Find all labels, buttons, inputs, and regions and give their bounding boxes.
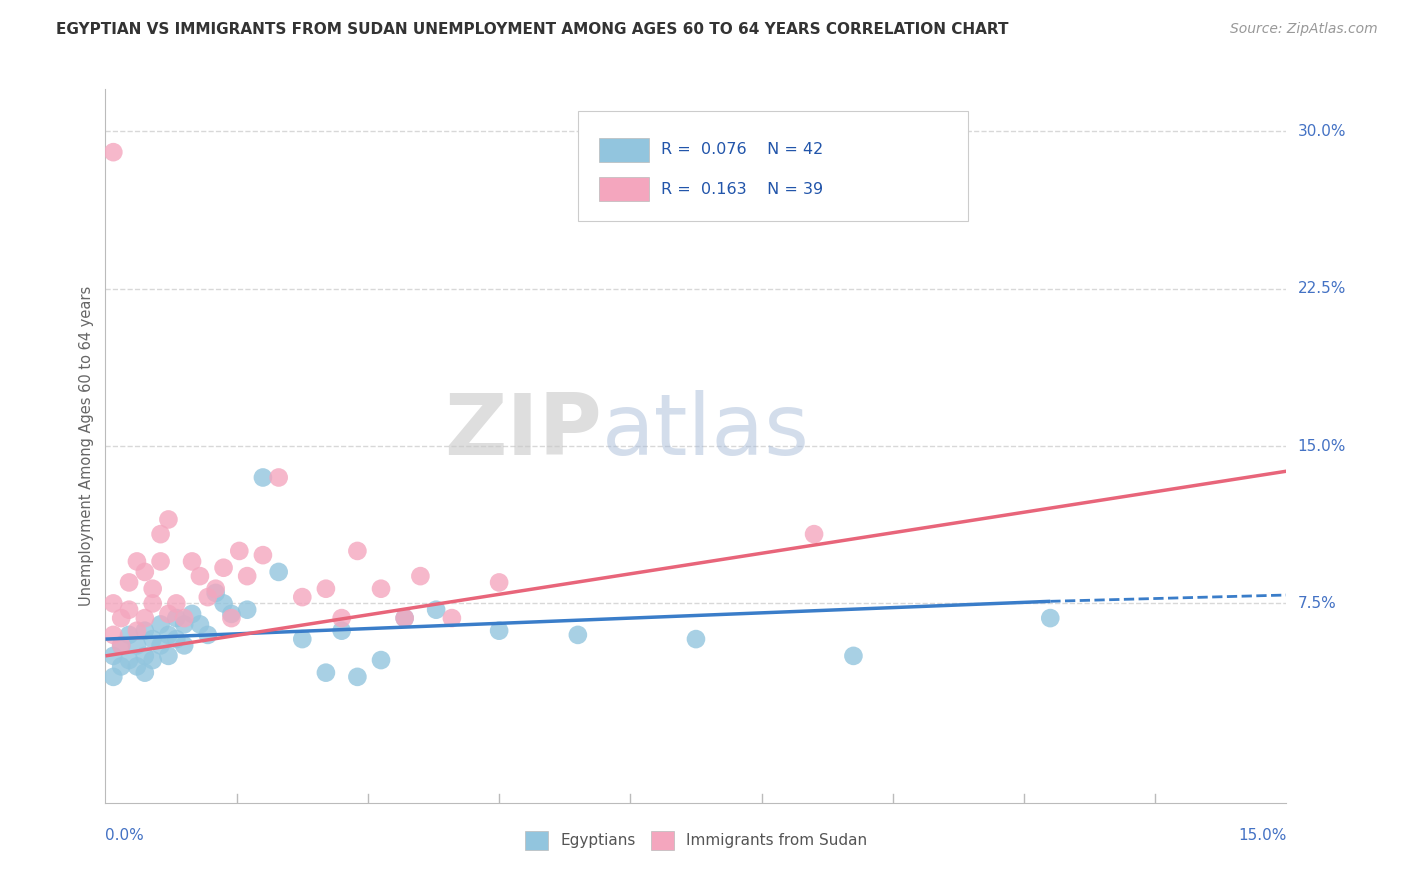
Point xyxy=(134,624,156,638)
Point xyxy=(165,596,187,610)
Point xyxy=(267,565,290,579)
Point xyxy=(110,659,132,673)
Point xyxy=(370,582,392,596)
Point xyxy=(440,611,463,625)
Point xyxy=(567,628,589,642)
Point xyxy=(204,582,226,596)
Point xyxy=(1039,611,1062,625)
Point xyxy=(125,659,148,673)
Point xyxy=(142,653,165,667)
Point xyxy=(803,527,825,541)
Point xyxy=(103,648,125,663)
Point xyxy=(315,582,337,596)
Point xyxy=(157,607,180,621)
Point xyxy=(204,586,226,600)
Text: 30.0%: 30.0% xyxy=(1298,124,1346,138)
Point xyxy=(212,596,235,610)
Text: 15.0%: 15.0% xyxy=(1239,828,1286,843)
Point xyxy=(252,470,274,484)
Text: 15.0%: 15.0% xyxy=(1298,439,1346,453)
Point xyxy=(181,607,204,621)
Point xyxy=(346,544,368,558)
Point xyxy=(125,639,148,653)
Point xyxy=(330,624,353,638)
Point xyxy=(165,611,187,625)
Point xyxy=(173,617,195,632)
Point xyxy=(165,632,187,646)
Text: Source: ZipAtlas.com: Source: ZipAtlas.com xyxy=(1230,22,1378,37)
Point xyxy=(149,617,172,632)
Point xyxy=(118,575,141,590)
Point xyxy=(181,554,204,568)
Point xyxy=(291,590,314,604)
Point xyxy=(394,611,416,625)
Point xyxy=(488,624,510,638)
Point xyxy=(134,648,156,663)
Point xyxy=(103,628,125,642)
Point xyxy=(236,603,259,617)
Point xyxy=(118,603,141,617)
Point xyxy=(149,554,172,568)
Point xyxy=(221,611,243,625)
Point xyxy=(103,145,125,160)
Point xyxy=(409,569,432,583)
Point xyxy=(110,639,132,653)
Point xyxy=(149,639,172,653)
Point xyxy=(370,653,392,667)
Point xyxy=(228,544,250,558)
Point xyxy=(149,527,172,541)
Y-axis label: Unemployment Among Ages 60 to 64 years: Unemployment Among Ages 60 to 64 years xyxy=(79,285,94,607)
Point xyxy=(267,470,290,484)
Point xyxy=(142,596,165,610)
Point xyxy=(103,596,125,610)
Point xyxy=(197,590,219,604)
Text: atlas: atlas xyxy=(602,390,810,474)
Point xyxy=(142,582,165,596)
Point xyxy=(236,569,259,583)
Text: EGYPTIAN VS IMMIGRANTS FROM SUDAN UNEMPLOYMENT AMONG AGES 60 TO 64 YEARS CORRELA: EGYPTIAN VS IMMIGRANTS FROM SUDAN UNEMPL… xyxy=(56,22,1008,37)
Text: ZIP: ZIP xyxy=(444,390,602,474)
Point xyxy=(488,575,510,590)
Point xyxy=(197,628,219,642)
Point xyxy=(110,611,132,625)
Point xyxy=(188,569,211,583)
Point xyxy=(221,607,243,621)
Point xyxy=(173,639,195,653)
Point xyxy=(291,632,314,646)
Point xyxy=(110,639,132,653)
Point xyxy=(157,512,180,526)
Point xyxy=(118,628,141,642)
Point xyxy=(157,648,180,663)
Text: 0.0%: 0.0% xyxy=(105,828,145,843)
Point xyxy=(252,548,274,562)
Point xyxy=(103,670,125,684)
Point xyxy=(134,565,156,579)
Point xyxy=(134,611,156,625)
Legend: Egyptians, Immigrants from Sudan: Egyptians, Immigrants from Sudan xyxy=(519,825,873,855)
Point xyxy=(125,554,148,568)
Point xyxy=(157,628,180,642)
Point xyxy=(118,653,141,667)
Point xyxy=(842,648,865,663)
Point xyxy=(173,611,195,625)
Point xyxy=(685,632,707,646)
Point xyxy=(188,617,211,632)
Point xyxy=(212,560,235,574)
Text: 22.5%: 22.5% xyxy=(1298,281,1346,296)
Point xyxy=(134,665,156,680)
Text: R =  0.163    N = 39: R = 0.163 N = 39 xyxy=(661,182,823,196)
FancyBboxPatch shape xyxy=(599,177,648,202)
Point xyxy=(394,611,416,625)
Point xyxy=(330,611,353,625)
Text: R =  0.076    N = 42: R = 0.076 N = 42 xyxy=(661,143,823,157)
Point xyxy=(315,665,337,680)
Text: 7.5%: 7.5% xyxy=(1298,596,1336,611)
FancyBboxPatch shape xyxy=(599,137,648,162)
Point xyxy=(425,603,447,617)
FancyBboxPatch shape xyxy=(578,111,967,221)
Point xyxy=(125,624,148,638)
Point xyxy=(346,670,368,684)
Point xyxy=(142,632,165,646)
